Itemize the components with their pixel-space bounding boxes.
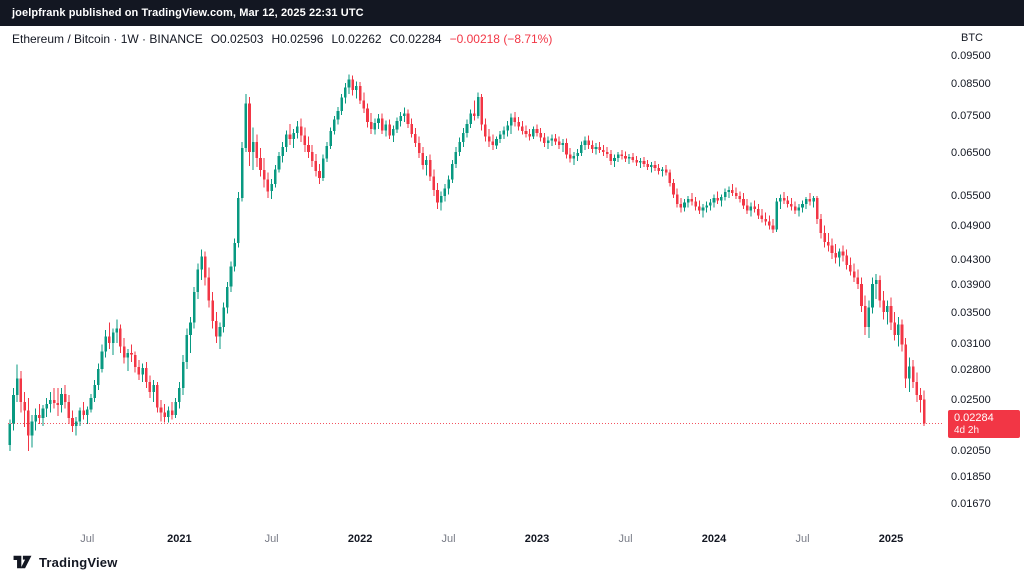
price-tick-label: 0.04300 xyxy=(951,253,991,266)
chart-legend: Ethereum / Bitcoin · 1W · BINANCE O0.025… xyxy=(12,32,552,46)
price-tick-label: 0.02050 xyxy=(951,444,991,457)
symbol-title: Ethereum / Bitcoin · 1W · BINANCE xyxy=(12,32,203,46)
open-value: O0.02503 xyxy=(210,32,264,46)
time-tick-label: 2024 xyxy=(701,533,727,545)
price-tick-label: 0.01850 xyxy=(951,471,991,484)
tradingview-branding[interactable]: TradingView xyxy=(12,553,118,571)
time-tick-label: 2025 xyxy=(878,533,904,545)
price-tick-label: 0.04900 xyxy=(951,220,991,233)
time-tick-label: 2023 xyxy=(524,533,550,545)
high-value: H0.02596 xyxy=(271,32,324,46)
price-tick-label: 0.06500 xyxy=(951,147,991,160)
price-tick-label: 0.03500 xyxy=(951,306,991,319)
close-value: C0.02284 xyxy=(389,32,442,46)
time-tick-label: 2022 xyxy=(347,533,373,545)
price-tick-label: 0.01670 xyxy=(951,497,991,510)
time-tick-label: Jul xyxy=(441,533,456,545)
change-value: −0.00218 (−8.71%) xyxy=(449,32,553,46)
tradingview-logo-text: TradingView xyxy=(39,554,118,570)
price-tick-label: 0.08500 xyxy=(951,78,991,91)
quote-currency-label: BTC xyxy=(961,32,983,44)
time-tick-label: Jul xyxy=(618,533,633,545)
publish-bar: joelpfrank published on TradingView.com,… xyxy=(0,0,1024,26)
price-tick-label: 0.09500 xyxy=(951,49,991,62)
price-tick-label: 0.07500 xyxy=(951,110,991,123)
price-tick-label: 0.05500 xyxy=(951,190,991,203)
time-tick-label: Jul xyxy=(795,533,810,545)
price-tick-label: 0.03900 xyxy=(951,278,991,291)
time-tick-label: Jul xyxy=(80,533,95,545)
price-tick-label: 0.02500 xyxy=(951,393,991,406)
price-axis[interactable]: 0.09500 0.08500 0.07500 0.06500 0.05500 0.049… xyxy=(951,26,1024,581)
candlestick-plot[interactable] xyxy=(0,26,1024,581)
publish-text: joelpfrank published on TradingView.com,… xyxy=(12,7,364,19)
time-tick-label: 2021 xyxy=(167,533,192,545)
price-tick-label: 0.02800 xyxy=(951,364,991,377)
last-price-badge: 0.02284 4d 2h xyxy=(948,410,1020,439)
chart-area[interactable]: Ethereum / Bitcoin · 1W · BINANCE O0.025… xyxy=(0,26,1024,581)
low-value: L0.02262 xyxy=(331,32,382,46)
tradingview-logo-icon xyxy=(13,555,32,569)
time-tick-label: Jul xyxy=(264,533,279,545)
last-price-value: 0.02284 xyxy=(954,412,994,425)
price-tick-label: 0.03100 xyxy=(951,338,991,351)
bar-countdown: 4d 2h xyxy=(954,425,980,437)
time-axis[interactable]: Jul 2021 Jul 2022 Jul 2023 Jul 2024 Jul 2025 xyxy=(0,533,944,549)
